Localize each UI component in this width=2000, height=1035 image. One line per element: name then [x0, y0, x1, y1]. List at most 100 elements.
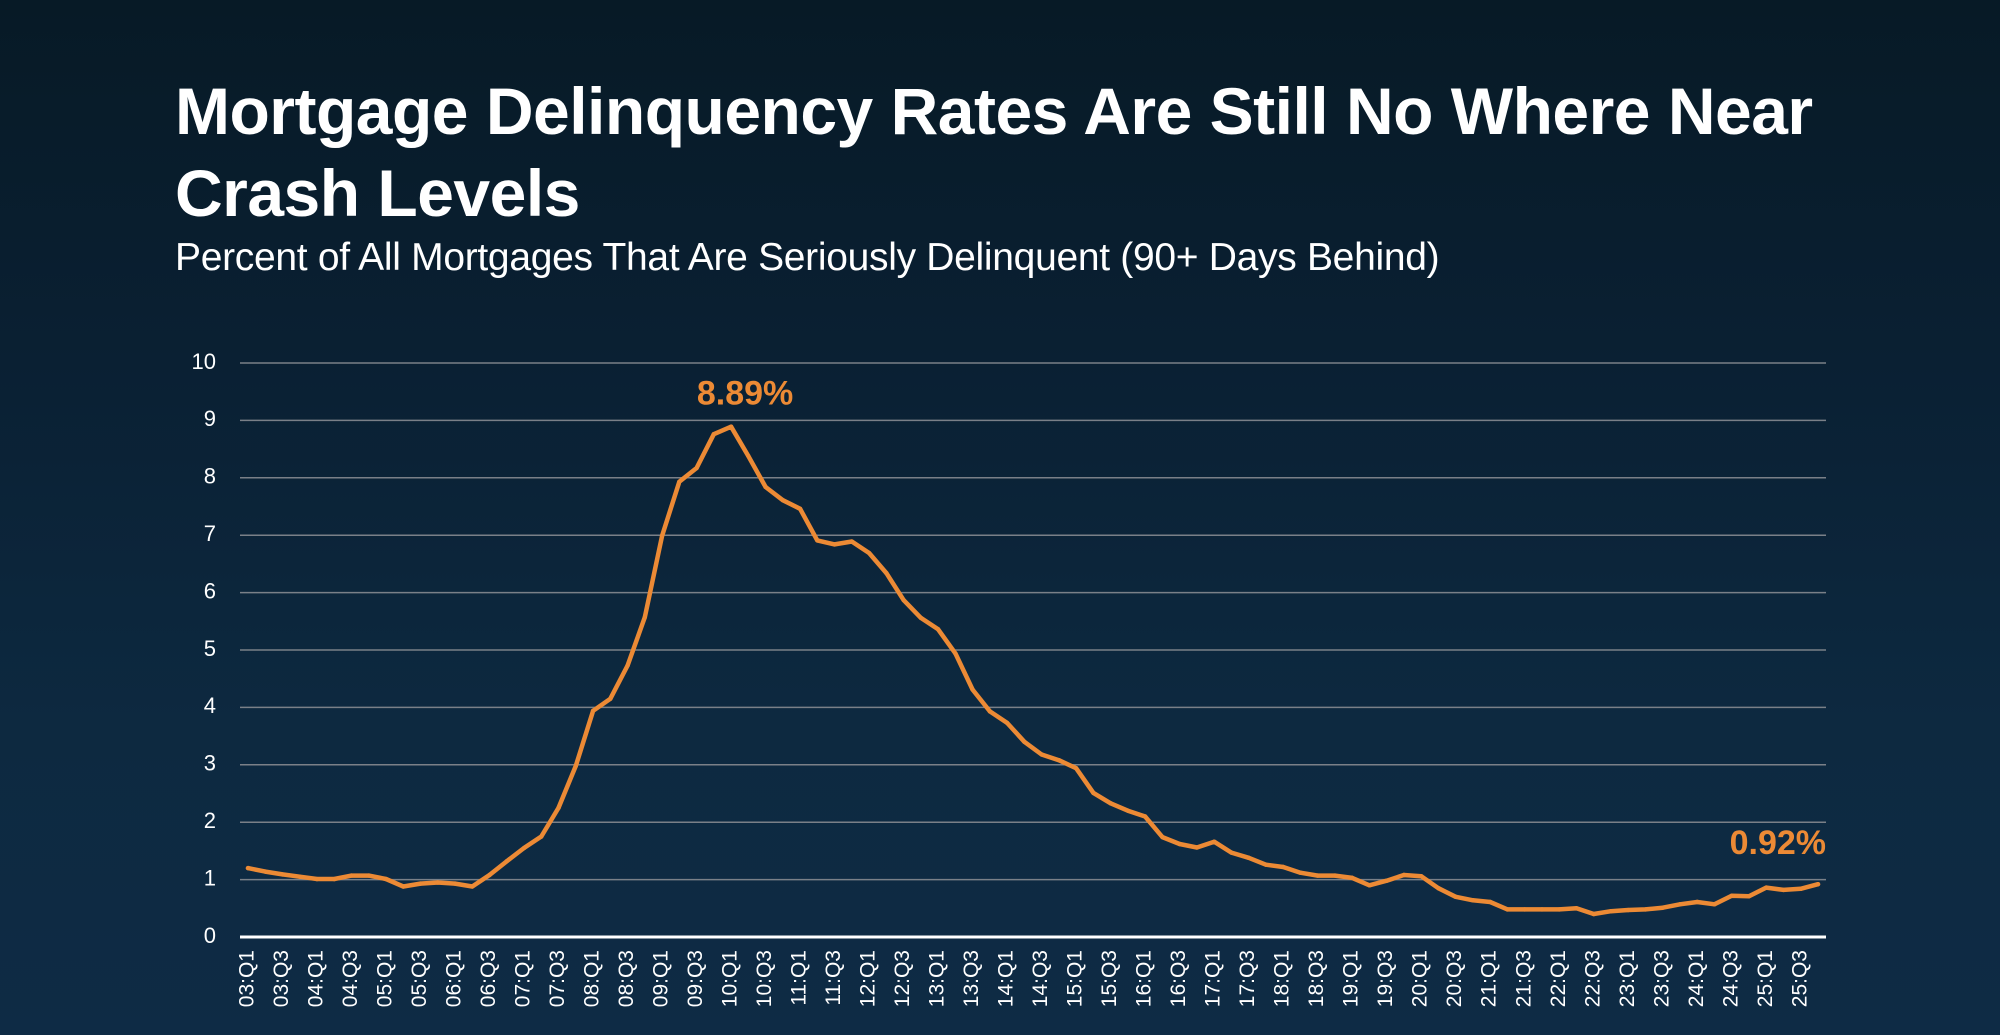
data-point [1229, 850, 1234, 855]
x-tick-label: 09:Q1 [650, 950, 673, 1007]
x-axis-ticks: 03:Q1 03:Q3 04:Q1 04:Q3 05:Q1 05:Q3 06:Q1 06:Q3… [236, 950, 1812, 1007]
x-tick-label: 23:Q3 [1650, 950, 1673, 1007]
data-point [1815, 881, 1821, 887]
data-point [1453, 894, 1458, 900]
data-point [694, 465, 699, 471]
x-tick-label: 09:Q3 [684, 950, 707, 1007]
x-tick-label: 18:Q1 [1271, 950, 1294, 1007]
data-point [1746, 894, 1752, 899]
data-point [987, 709, 993, 714]
data-point [1418, 873, 1424, 879]
data-point [970, 687, 975, 692]
y-tick-label: 3 [204, 751, 216, 776]
x-tick-label: 12:Q1 [857, 950, 880, 1007]
x-tick-label: 13:Q3 [960, 950, 983, 1007]
chart-title: Mortgage Delinquency Rates Are Still No … [175, 74, 1813, 230]
data-point [452, 881, 458, 886]
data-point [435, 880, 440, 885]
y-tick-label: 2 [204, 808, 216, 833]
data-point [746, 453, 751, 459]
data-point [1367, 883, 1372, 888]
x-tick-label: 17:Q1 [1202, 950, 1225, 1007]
x-tick-label: 16:Q1 [1133, 950, 1156, 1007]
data-point [1695, 899, 1700, 905]
x-tick-label: 04:Q1 [305, 950, 328, 1007]
data-point [314, 876, 320, 882]
data-point [1608, 908, 1614, 914]
data-point [1142, 814, 1148, 819]
data-point [573, 763, 579, 769]
y-tick-label: 4 [204, 693, 216, 718]
data-point [815, 538, 820, 543]
y-tick-label: 1 [204, 865, 216, 890]
data-point [280, 872, 285, 877]
data-point [659, 533, 665, 538]
data-point [608, 696, 613, 701]
data-point [884, 570, 889, 576]
chart-subtitle: Percent of All Mortgages That Are Seriou… [175, 236, 1440, 279]
data-point [1280, 864, 1286, 870]
data-point [383, 876, 389, 882]
y-axis-ticks: 0 1 2 3 4 5 6 7 8 9 10 [192, 349, 216, 948]
data-point [1073, 766, 1079, 771]
x-tick-label: 23:Q1 [1616, 950, 1639, 1007]
data-point [935, 627, 941, 632]
data-point [728, 424, 734, 429]
x-tick-label: 19:Q3 [1374, 950, 1397, 1007]
y-tick-label: 8 [204, 464, 216, 489]
x-tick-label: 20:Q3 [1443, 950, 1466, 1007]
x-tick-label: 18:Q3 [1305, 950, 1328, 1007]
data-point [1332, 873, 1338, 878]
data-point [1781, 887, 1786, 893]
data-point [1315, 873, 1320, 878]
x-tick-label: 05:Q3 [408, 950, 431, 1007]
x-tick-label: 06:Q3 [477, 950, 500, 1007]
x-tick-label: 05:Q1 [374, 950, 397, 1007]
x-tick-label: 25:Q1 [1754, 950, 1777, 1007]
x-tick-label: 07:Q3 [546, 950, 569, 1007]
data-point [521, 845, 527, 851]
data-point [1160, 834, 1165, 840]
data-point [1712, 902, 1717, 907]
data-point [1505, 907, 1510, 912]
data-point [539, 834, 544, 839]
data-point [832, 542, 837, 547]
data-point [504, 859, 509, 864]
x-tick-label: 06:Q1 [443, 950, 466, 1007]
data-point [470, 884, 475, 889]
data-point [797, 506, 803, 511]
x-tick-label: 25:Q3 [1788, 950, 1811, 1007]
data-point [763, 484, 768, 490]
x-tick-label: 15:Q1 [1064, 950, 1087, 1007]
data-point [711, 431, 717, 437]
data-point [297, 874, 302, 879]
x-tick-label: 22:Q3 [1581, 950, 1604, 1007]
data-point [1039, 752, 1044, 757]
x-tick-label: 10:Q3 [753, 950, 776, 1007]
data-point [1470, 898, 1476, 903]
x-tick-label: 20:Q1 [1409, 950, 1432, 1007]
data-point [1091, 790, 1096, 796]
data-point [642, 615, 648, 620]
data-point [401, 884, 406, 889]
y-tick-label: 6 [204, 578, 216, 603]
data-point [780, 497, 786, 503]
data-point [366, 873, 371, 878]
x-tick-label: 16:Q3 [1167, 950, 1190, 1007]
data-point [1056, 758, 1062, 763]
x-tick-label: 08:Q3 [615, 950, 638, 1007]
latest-value-label: 0.92% [1730, 824, 1826, 862]
data-points [245, 424, 1821, 917]
x-tick-label: 11:Q3 [822, 950, 845, 1006]
x-tick-label: 14:Q1 [995, 950, 1018, 1007]
data-point [1194, 845, 1200, 850]
x-tick-label: 03:Q3 [270, 950, 293, 1007]
x-tick-label: 22:Q1 [1547, 950, 1570, 1007]
x-tick-label: 24:Q3 [1719, 950, 1742, 1007]
data-point [332, 876, 337, 882]
data-point [1401, 872, 1407, 878]
data-point [590, 708, 596, 714]
x-tick-label: 08:Q1 [581, 950, 604, 1007]
data-point [1729, 893, 1734, 898]
series-line-delinquency-rate [245, 424, 1821, 917]
